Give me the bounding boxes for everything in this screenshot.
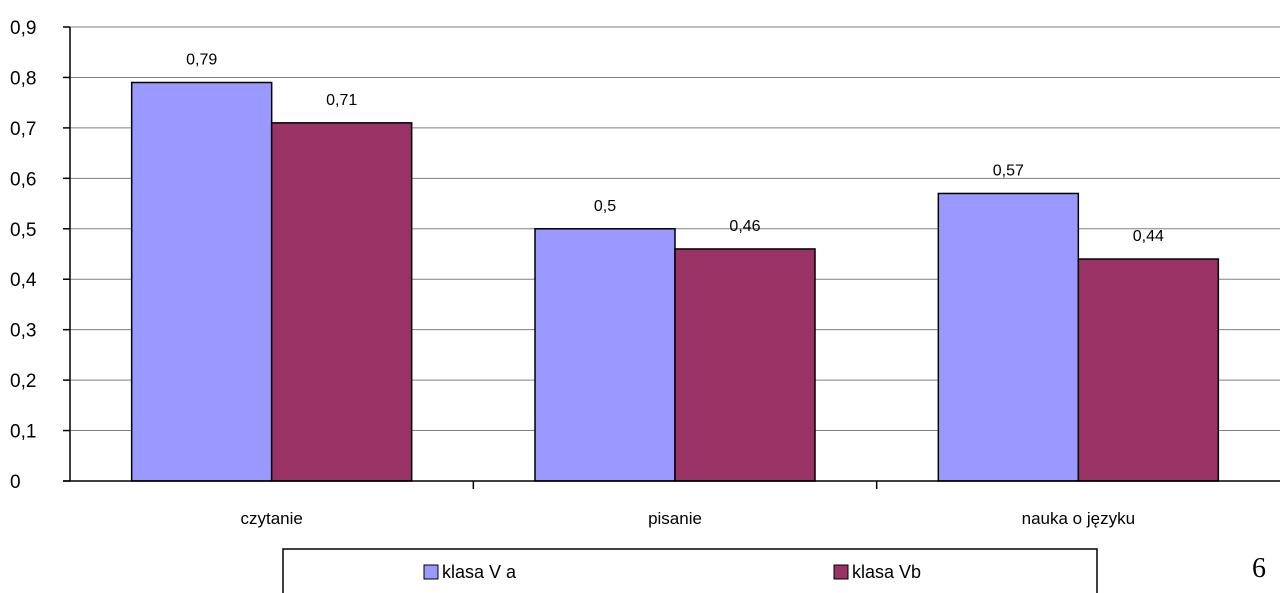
legend-label-klasa-va: klasa V a	[442, 562, 517, 582]
x-category-label: nauka o języku	[1022, 509, 1135, 528]
bar	[270, 122, 413, 482]
bars	[130, 81, 1220, 482]
y-tick-label: 0,9	[10, 18, 36, 39]
legend-frame	[282, 548, 1098, 593]
bar	[937, 192, 1080, 482]
data-labels: 0,79 0,71 0,5 0,46 0,57 0,44	[186, 51, 1164, 245]
y-tick-label: 0	[10, 472, 21, 493]
y-tick-label: 0,4	[10, 270, 37, 291]
y-tick-label: 0,7	[10, 119, 36, 140]
y-tick-label: 0,2	[10, 371, 36, 392]
axes	[63, 26, 1280, 489]
y-axis-ticks: 0 0,1 0,2 0,3 0,4 0,5 0,6 0,7 0,8 0,9	[10, 18, 37, 493]
x-category-label: czytanie	[240, 509, 302, 528]
data-label: 0,57	[993, 162, 1024, 179]
y-tick-label: 0,8	[10, 68, 36, 89]
page-number: 6	[1252, 553, 1266, 584]
bar	[534, 228, 676, 482]
legend-swatch-klasa-va	[423, 564, 439, 580]
data-label: 0,5	[594, 198, 616, 215]
x-axis-labels: czytanie pisanie nauka o języku	[240, 509, 1135, 528]
y-tick-label: 0,6	[10, 169, 36, 190]
data-label: 0,44	[1133, 228, 1164, 245]
y-tick-label: 0,5	[10, 220, 36, 241]
y-tick-label: 0,3	[10, 321, 36, 342]
bar	[674, 248, 816, 482]
y-tick-label: 0,1	[10, 422, 36, 443]
data-label: 0,71	[326, 92, 357, 109]
legend-label-klasa-vb: klasa Vb	[852, 562, 921, 582]
bar	[130, 81, 273, 482]
legend-swatch-klasa-vb	[833, 564, 849, 580]
data-label: 0,46	[729, 218, 760, 235]
x-category-label: pisanie	[648, 509, 702, 528]
legend: klasa V a klasa Vb	[282, 548, 1098, 593]
bar	[1077, 258, 1220, 482]
data-label: 0,79	[186, 51, 217, 68]
